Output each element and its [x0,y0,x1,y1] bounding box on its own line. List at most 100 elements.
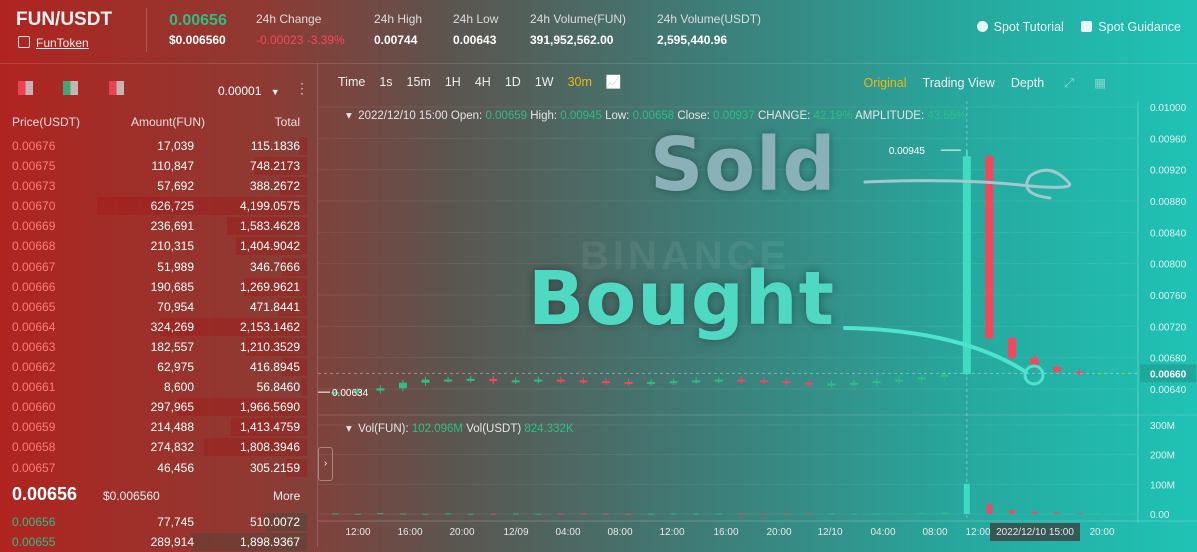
vol-fun-label: Vol(FUN): [358,423,409,435]
orderbook-row[interactable]: 0.00667 51,989 346.7666 [0,257,317,277]
view-tab-original[interactable]: Original [863,76,907,90]
volume-bar [422,513,429,515]
timeframe-1s[interactable]: 1s [379,75,393,89]
time-axis-label: 16:00 [713,527,738,538]
view-tab-trading-view[interactable]: Trading View [922,76,995,90]
orderbook-row[interactable]: 0.00665 70,954 471.8441 [0,297,317,317]
candlestick-plot[interactable]: 0.010000.009600.009200.008800.008400.008… [318,63,1197,547]
orderbook-row[interactable]: 0.00670 626,725 4,199.0575 [0,196,317,216]
timeframe-1d[interactable]: 1D [504,75,521,89]
grid-layout-icon[interactable]: ▦ [1094,76,1106,90]
depth-bar [160,317,307,336]
row-amount: 297,965 [150,400,194,415]
orderbook-row[interactable]: 0.00664 324,269 2,153.1462 [0,317,317,337]
timeframe-1h[interactable]: 1H [444,75,461,89]
spot-tutorial-link[interactable]: Spot Tutorial [976,20,1064,34]
orderbook-row[interactable]: 0.00663 182,557 1,210.3529 [0,337,317,357]
volume-bar [715,513,722,515]
volume-bar [1121,513,1128,515]
timeframe-30m[interactable]: 30m [567,75,592,89]
last-price: 0.00656 [169,12,227,29]
row-total: 115.1836 [250,139,300,153]
row-total: 1,966.5690 [239,400,300,415]
orderbook-row[interactable]: 0.00658 274,832 1,808.3946 [0,437,317,457]
candle-body [737,379,746,382]
expand-panel-button[interactable]: › [318,447,333,481]
orderbook-row[interactable]: 0.00659 214,488 1,413.4759 [0,417,317,437]
row-price: 0.00665 [12,299,56,314]
volume-bar [332,513,339,515]
volume-bar [693,513,700,515]
volume-bar [377,513,384,515]
candle-body [782,381,791,384]
token-info-link[interactable]: FunToken [18,36,89,50]
ask-rows: 0.00676 17,039 115.1836 0.00675 110,847 748.2… [0,136,317,478]
orderbook-row[interactable]: 0.00675 110,847 748.2173 [0,156,317,176]
time-axis-label: 16:00 [397,527,422,538]
row-total: 388.2672 [249,179,300,194]
mid-price-usd: $0.006560 [103,489,160,503]
orderbook-row[interactable]: 0.00673 57,692 388.2672 [0,176,317,196]
row-amount: 77,745 [157,515,194,529]
help-links: Spot Tutorial Spot Guidance [963,20,1181,34]
orderbook-row[interactable]: 0.00669 236,691 1,583.4628 [0,216,317,236]
candle-body [579,380,588,383]
spot-guidance-link[interactable]: Spot Guidance [1081,20,1181,34]
volume-collapse-icon[interactable]: ▾ [346,423,352,435]
stat-label: 24h Low [453,12,499,26]
expand-icon[interactable]: ⤢ [1064,76,1075,90]
orderbook-row[interactable]: 0.00656 77,745 510.0072 [0,512,317,532]
orderbook-row[interactable]: 0.00660 297,965 1,966.5690 [0,397,317,417]
volume-bar [1031,511,1038,514]
indicator-icon[interactable]: 📈 [605,75,622,89]
volume-bar [602,513,609,515]
price-axis-label: 0.00760 [1150,291,1187,302]
depth-bar [265,513,307,531]
view-tab-depth[interactable]: Depth [1010,76,1045,90]
depth-bar [227,217,307,236]
candle-body [1098,373,1107,376]
precision-select[interactable]: 0.00001 ▼ [218,84,280,98]
more-options-icon[interactable]: ⋮ [295,80,309,96]
orderbook-row[interactable]: 0.00661 8,600 56.8460 [0,377,317,397]
binance-watermark: BINANCE [580,234,791,278]
volume-bar [760,513,767,515]
ohlc-collapse-icon[interactable]: ▾ [346,110,352,122]
row-price: 0.00675 [12,159,56,174]
row-amount: 324,269 [150,319,194,334]
row-amount: 110,847 [151,159,195,174]
more-link[interactable]: More [273,489,301,503]
row-price: 0.00673 [12,179,56,194]
row-amount: 51,989 [157,259,194,274]
stat-24h-volume-fun: 24h Volume(FUN) 391,952,562.00 [530,12,626,47]
candle-body [1030,357,1039,368]
book-both-icon[interactable] [18,81,33,95]
timeframe-1w[interactable]: 1W [534,75,554,89]
candle-body [331,392,340,395]
orderbook-row[interactable]: 0.00666 190,685 1,269.9621 [0,277,317,297]
volume-bar [580,513,587,515]
timeframe-time[interactable]: Time [338,75,366,89]
depth-bar [97,197,307,216]
orderbook-row[interactable]: 0.00657 46,456 305.2159 [0,458,317,478]
timeframe-15m[interactable]: 15m [406,75,431,89]
orderbook-row[interactable]: 0.00676 17,039 115.1836 [0,136,317,156]
orderbook-row[interactable]: 0.00668 210,315 1,404.9042 [0,236,317,256]
low-marker-label: 0.00634 [332,388,369,399]
col-amount-header: Amount(FUN) [131,115,206,129]
book-bids-icon[interactable] [63,81,79,95]
volume-bar [467,513,474,515]
candle-body [466,378,475,381]
stat-value: -0.00023 -3.39% [256,33,345,47]
timeframe-4h[interactable]: 4H [474,75,491,89]
orderbook-row[interactable]: 0.00655 289,914 1,898.9367 [0,532,317,552]
row-price: 0.00676 [12,139,56,153]
volume-bar [535,513,542,515]
book-asks-icon[interactable] [108,81,124,95]
volume-bar [354,513,361,515]
orderbook-row[interactable]: 0.00662 62,975 416.8945 [0,357,317,377]
volume-bar [445,513,452,515]
row-amount: 182,557 [150,339,194,354]
volume-bar [670,513,677,515]
price-axis-label: 0.00920 [1150,166,1187,177]
